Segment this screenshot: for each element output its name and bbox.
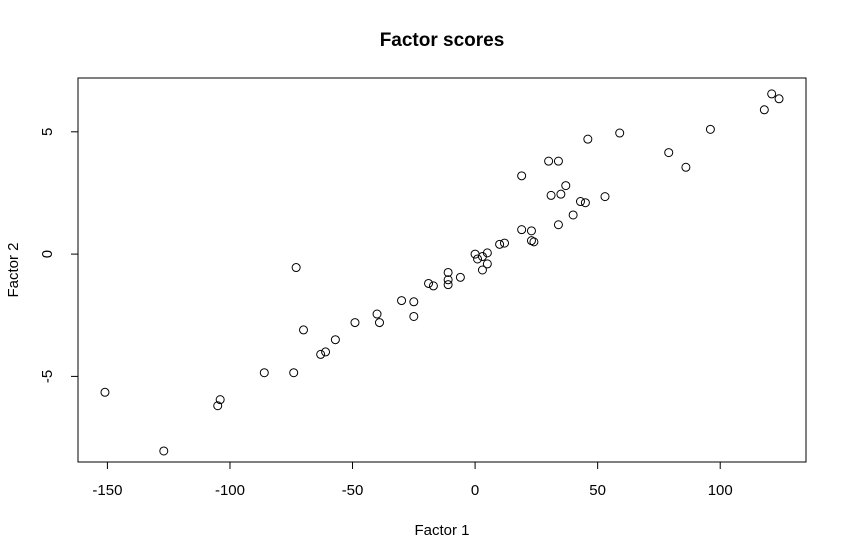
data-point [556, 189, 566, 199]
x-tick-label: 0 [471, 482, 479, 499]
data-point [330, 335, 340, 345]
x-tick-label: -100 [215, 482, 245, 499]
y-tick-label: 0 [39, 250, 56, 258]
data-point [517, 171, 527, 181]
data-point [443, 280, 453, 290]
chart-title: Factor scores [380, 30, 505, 51]
data-point [553, 220, 563, 230]
x-axis: -150 -100 -50 0 50 100 [92, 461, 733, 499]
data-point [473, 254, 483, 264]
data-point [583, 134, 593, 144]
data-point [561, 181, 571, 191]
data-point [600, 192, 610, 202]
y-axis: -5 0 5 [39, 128, 79, 383]
data-point [529, 237, 539, 247]
data-points [100, 89, 784, 456]
data-point [517, 225, 527, 235]
data-point [568, 210, 578, 220]
y-tick-label: 5 [39, 128, 56, 136]
data-point [409, 297, 419, 307]
data-point [215, 395, 225, 405]
data-point [495, 239, 505, 249]
data-point [291, 263, 301, 273]
data-point [374, 318, 384, 328]
data-point [774, 94, 784, 104]
data-point [443, 275, 453, 285]
data-point [321, 347, 331, 357]
data-point [526, 226, 536, 236]
x-tick-label: 100 [708, 482, 733, 499]
data-point [350, 318, 360, 328]
data-point [455, 272, 465, 282]
data-point [316, 349, 326, 359]
data-point [544, 156, 554, 166]
data-point [259, 368, 269, 378]
data-point [553, 156, 563, 166]
data-point [428, 281, 438, 291]
data-point [424, 278, 434, 288]
data-point [767, 89, 777, 99]
data-point [526, 236, 536, 246]
data-point [759, 105, 769, 115]
data-point [159, 446, 169, 456]
data-point [409, 311, 419, 321]
data-point [546, 190, 556, 200]
data-point [213, 401, 223, 411]
data-point [580, 198, 590, 208]
data-point [470, 249, 480, 259]
data-point [372, 309, 382, 319]
data-point [397, 296, 407, 306]
y-axis-label: Factor 2 [5, 242, 22, 297]
x-axis-label: Factor 1 [414, 522, 469, 539]
data-point [482, 259, 492, 269]
data-point [664, 148, 674, 158]
x-tick-label: -150 [92, 482, 122, 499]
data-point [299, 325, 309, 335]
data-point [443, 267, 453, 277]
y-tick-label: -5 [39, 370, 56, 383]
data-point [100, 387, 110, 397]
plot-frame [77, 77, 807, 463]
data-point [477, 265, 487, 275]
data-point [289, 368, 299, 378]
x-tick-label: -50 [342, 482, 364, 499]
data-point [575, 197, 585, 207]
data-point [705, 124, 715, 134]
data-point [681, 162, 691, 172]
data-point [615, 128, 625, 138]
data-point [500, 238, 510, 248]
data-point [482, 248, 492, 258]
x-tick-label: 50 [589, 482, 606, 499]
